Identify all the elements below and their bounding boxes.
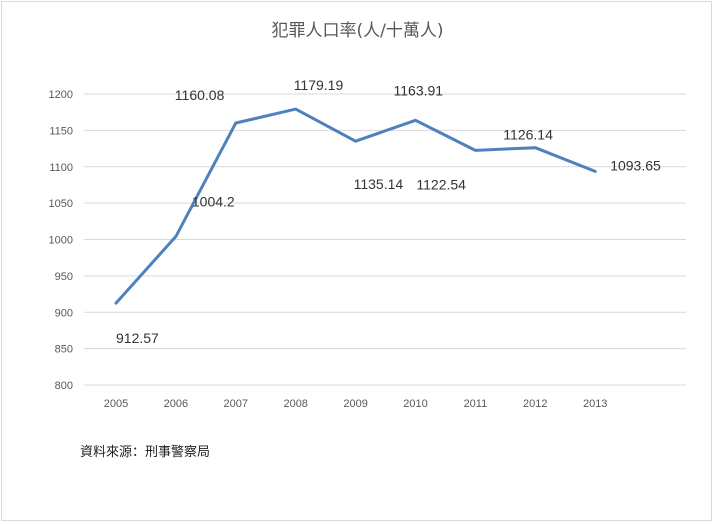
x-tick-label: 2012 — [523, 398, 547, 410]
series-line — [114, 107, 597, 305]
x-tick-label: 2009 — [343, 398, 367, 410]
data-labels: 912.57 1004.2 1160.08 1179.19 1135.14 1163.91… — [116, 77, 661, 346]
x-axis-ticks: 2005 2006 2007 2008 2009 2010 2011 2012 2013 — [104, 398, 608, 410]
y-tick-label: 1200 — [49, 89, 73, 101]
data-label: 912.57 — [116, 330, 159, 346]
x-tick-label: 2008 — [283, 398, 307, 410]
data-label: 1163.91 — [394, 82, 444, 98]
x-tick-label: 2006 — [164, 398, 188, 410]
y-tick-label: 800 — [55, 380, 73, 392]
x-tick-label: 2010 — [403, 398, 427, 410]
x-tick-label: 2005 — [104, 398, 128, 410]
y-tick-label: 900 — [55, 307, 73, 319]
x-tick-label: 2007 — [224, 398, 248, 410]
data-label: 1093.65 — [610, 157, 661, 173]
data-label: 1179.19 — [294, 77, 344, 93]
source-note: 資料來源：刑事警察局 — [80, 445, 211, 460]
chart-title: 犯罪人口率(人/十萬人) — [271, 21, 444, 41]
data-label: 1126.14 — [503, 127, 553, 143]
x-tick-label: 2011 — [464, 398, 488, 410]
y-tick-label: 850 — [55, 344, 73, 356]
series-line-group — [114, 107, 597, 305]
data-label: 1160.08 — [175, 87, 225, 103]
data-label: 1004.2 — [192, 193, 235, 209]
y-tick-label: 1000 — [49, 235, 73, 247]
y-tick-label: 950 — [55, 271, 73, 283]
data-label: 1122.54 — [416, 176, 466, 192]
y-tick-label: 1100 — [49, 162, 73, 174]
y-tick-label: 1150 — [49, 125, 73, 137]
x-tick-label: 2013 — [583, 398, 607, 410]
y-axis-ticks: 800 850 900 950 1000 1050 1100 1150 1200 — [49, 89, 73, 392]
y-tick-label: 1050 — [49, 198, 73, 210]
data-label: 1135.14 — [354, 176, 404, 192]
